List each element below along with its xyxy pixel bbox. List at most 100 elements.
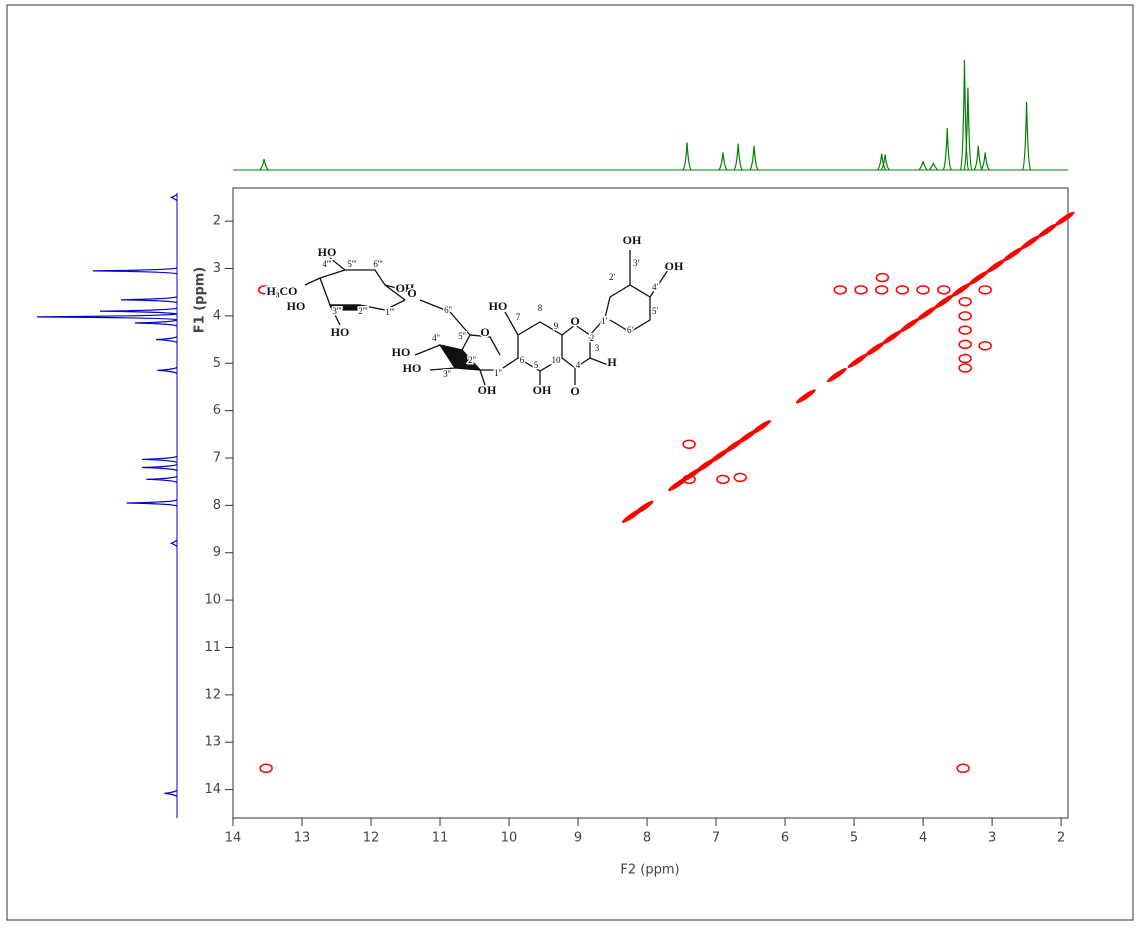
cross-peak — [958, 296, 972, 307]
f2-peak — [259, 158, 269, 171]
cross-peak — [956, 763, 970, 774]
x-tick-label: 14 — [225, 831, 242, 846]
atom-label: OH — [478, 383, 497, 397]
atom-label: OH — [396, 281, 415, 295]
atom-number: 2' — [609, 272, 616, 282]
atom-label: O — [570, 314, 579, 328]
atom-number: 5 — [534, 360, 539, 370]
y-tick-label: 6 — [213, 403, 221, 418]
x-axis-label: F2 (ppm) — [620, 863, 679, 878]
diagonal-peak — [1020, 235, 1041, 250]
cross-peak — [978, 285, 992, 295]
diagonal-peak — [1054, 211, 1075, 226]
x-tick-label: 13 — [294, 831, 311, 846]
f2-peak — [928, 161, 939, 171]
f1-peak — [155, 336, 178, 344]
atom-number: 6 — [520, 355, 525, 365]
cross-peak — [958, 353, 972, 364]
diagonal-peak — [933, 294, 954, 309]
atom-number: 1'' — [494, 368, 502, 378]
atom-number: 5''' — [347, 259, 357, 269]
atom-label: O — [407, 286, 416, 300]
y-tick-label: 11 — [204, 640, 221, 655]
x-tick-label: 11 — [432, 831, 449, 846]
f1-peak — [126, 499, 178, 507]
cross-peak — [958, 339, 972, 350]
y-tick-label: 12 — [204, 687, 221, 702]
f1-peak — [146, 475, 178, 483]
diagonal-peak — [985, 259, 1006, 274]
f1-peak — [120, 296, 178, 304]
atom-number: 6' — [627, 325, 634, 335]
f2-peak — [877, 153, 887, 171]
atom-label: O — [480, 325, 489, 339]
cross-peak — [958, 363, 972, 373]
atom-number: 9 — [554, 321, 559, 331]
atom-label: HO — [287, 299, 306, 313]
cross-peak — [916, 285, 930, 295]
atom-number: 5'' — [458, 331, 466, 341]
atom-label: OH — [623, 233, 642, 247]
atom-label: H — [607, 355, 617, 369]
x-tick-label: 7 — [712, 831, 720, 846]
atom-number: 7 — [516, 312, 521, 322]
f1-peak — [141, 463, 178, 472]
x-tick-label: 3 — [988, 831, 996, 846]
x-tick-label: 8 — [643, 831, 651, 846]
atom-number: 4''' — [322, 259, 332, 269]
atom-number: 6''' — [373, 259, 383, 269]
cross-peak — [854, 285, 868, 295]
atom-number: 3' — [633, 258, 640, 268]
y-tick-label: 13 — [204, 735, 221, 750]
diagonal-peak — [864, 341, 885, 357]
f1-peak — [141, 455, 178, 463]
diagonal-peak — [1037, 223, 1058, 238]
x-tick-label: 2 — [1057, 831, 1065, 846]
cross-peak — [875, 272, 890, 283]
f1-peak — [164, 789, 178, 797]
f1-peak — [134, 319, 178, 327]
cross-peak — [958, 311, 972, 321]
f1-peak — [169, 539, 178, 547]
atom-number: 3 — [595, 343, 600, 353]
diagonal-peak — [621, 508, 642, 523]
diagonal-peak — [968, 270, 989, 286]
cross-peak — [682, 474, 696, 485]
f1-peak — [92, 267, 178, 275]
diagonal-peak — [1002, 247, 1023, 262]
x-tick-label: 12 — [363, 831, 380, 846]
f2-peak — [973, 145, 983, 171]
structure-bonds — [304, 250, 669, 386]
f1-peak — [36, 313, 178, 321]
atom-label: O — [570, 384, 579, 398]
atom-number: 3'' — [443, 369, 451, 379]
cross-peak — [716, 474, 730, 485]
y-tick-label: 5 — [213, 356, 221, 371]
cross-peak — [733, 472, 747, 483]
diagonal-peak — [826, 368, 847, 383]
plot-frame — [232, 187, 1069, 819]
atom-number: 10 — [552, 355, 562, 365]
atom-label: HO — [331, 325, 350, 339]
atom-number: 4 — [576, 360, 581, 370]
diagonal-peak — [847, 353, 868, 368]
y-tick-label: 14 — [204, 782, 221, 797]
atom-label: HO — [392, 345, 411, 359]
f1-peak — [99, 307, 178, 315]
y-tick-label: 2 — [213, 214, 221, 229]
y-axis-label: F1 (ppm) — [193, 267, 208, 334]
f2-peak — [980, 152, 990, 171]
atom-label: OH — [533, 383, 552, 397]
f2-peak — [1021, 101, 1032, 171]
f2-peak — [942, 128, 952, 171]
y-tick-label: 8 — [213, 498, 221, 513]
f2-peak — [733, 143, 743, 171]
cross-peak — [682, 439, 696, 450]
x-tick-label: 6 — [781, 831, 789, 846]
y-tick-label: 4 — [213, 308, 221, 323]
f2-peak — [718, 152, 728, 171]
cross-peak — [978, 340, 992, 351]
f2-peak — [963, 87, 973, 171]
